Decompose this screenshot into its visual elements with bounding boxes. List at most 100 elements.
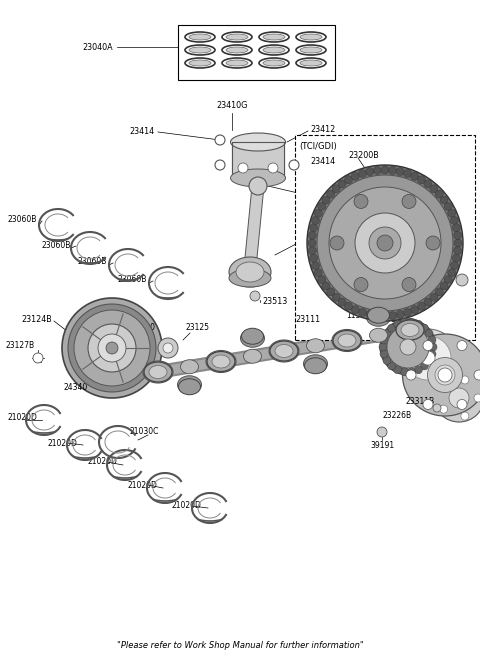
Circle shape bbox=[332, 293, 340, 302]
Circle shape bbox=[327, 288, 335, 296]
Circle shape bbox=[345, 302, 352, 310]
Ellipse shape bbox=[148, 365, 168, 379]
Circle shape bbox=[312, 216, 320, 225]
Circle shape bbox=[420, 324, 428, 332]
Circle shape bbox=[444, 202, 452, 210]
Ellipse shape bbox=[212, 355, 230, 368]
Ellipse shape bbox=[240, 329, 264, 348]
Circle shape bbox=[312, 261, 320, 269]
Text: 23124B: 23124B bbox=[21, 315, 52, 325]
Ellipse shape bbox=[270, 341, 298, 361]
Ellipse shape bbox=[149, 365, 167, 378]
Text: 39191: 39191 bbox=[370, 440, 394, 449]
Circle shape bbox=[366, 168, 374, 175]
Ellipse shape bbox=[435, 365, 455, 385]
Circle shape bbox=[435, 288, 443, 296]
Circle shape bbox=[308, 231, 316, 239]
Circle shape bbox=[408, 318, 416, 327]
Circle shape bbox=[418, 176, 425, 184]
Ellipse shape bbox=[230, 169, 286, 187]
Ellipse shape bbox=[370, 328, 387, 342]
Text: 23513: 23513 bbox=[262, 298, 287, 307]
Circle shape bbox=[414, 366, 422, 374]
Circle shape bbox=[388, 362, 396, 370]
Circle shape bbox=[454, 246, 462, 255]
Circle shape bbox=[435, 190, 443, 198]
Ellipse shape bbox=[241, 328, 264, 344]
Circle shape bbox=[380, 350, 388, 358]
Ellipse shape bbox=[296, 32, 326, 42]
Ellipse shape bbox=[229, 269, 271, 287]
Circle shape bbox=[425, 357, 433, 365]
Circle shape bbox=[329, 187, 441, 299]
Ellipse shape bbox=[296, 45, 326, 55]
Ellipse shape bbox=[179, 378, 201, 395]
Ellipse shape bbox=[401, 323, 419, 336]
Circle shape bbox=[98, 334, 126, 362]
Circle shape bbox=[314, 269, 322, 277]
Circle shape bbox=[450, 216, 458, 225]
Text: 23311A: 23311A bbox=[409, 263, 440, 273]
Circle shape bbox=[308, 246, 316, 255]
Circle shape bbox=[400, 318, 408, 327]
Circle shape bbox=[373, 311, 382, 319]
Circle shape bbox=[317, 175, 453, 311]
Ellipse shape bbox=[307, 339, 324, 353]
Text: 21020D: 21020D bbox=[8, 413, 38, 422]
Circle shape bbox=[88, 324, 136, 372]
Text: 23060B: 23060B bbox=[77, 258, 107, 267]
Circle shape bbox=[314, 210, 322, 217]
Circle shape bbox=[380, 319, 436, 375]
Circle shape bbox=[396, 168, 404, 175]
Circle shape bbox=[345, 176, 352, 184]
Text: 21020D: 21020D bbox=[47, 438, 77, 447]
Ellipse shape bbox=[178, 376, 202, 394]
Circle shape bbox=[440, 405, 448, 413]
Circle shape bbox=[454, 239, 462, 247]
Circle shape bbox=[461, 412, 469, 420]
Circle shape bbox=[330, 236, 344, 250]
Ellipse shape bbox=[259, 45, 289, 55]
Ellipse shape bbox=[303, 355, 327, 373]
Ellipse shape bbox=[189, 47, 211, 53]
Circle shape bbox=[411, 306, 419, 313]
Text: 23311B: 23311B bbox=[406, 397, 435, 407]
Circle shape bbox=[33, 353, 43, 363]
Circle shape bbox=[366, 310, 374, 319]
Circle shape bbox=[448, 269, 456, 277]
Ellipse shape bbox=[259, 32, 289, 42]
Ellipse shape bbox=[243, 350, 262, 363]
Circle shape bbox=[394, 366, 402, 374]
Circle shape bbox=[383, 357, 391, 365]
Ellipse shape bbox=[421, 351, 435, 365]
Ellipse shape bbox=[222, 58, 252, 68]
Circle shape bbox=[289, 160, 299, 170]
Ellipse shape bbox=[185, 32, 215, 42]
Circle shape bbox=[369, 227, 401, 259]
Ellipse shape bbox=[400, 323, 420, 337]
Circle shape bbox=[351, 172, 360, 180]
Ellipse shape bbox=[180, 360, 199, 374]
Text: 21020D: 21020D bbox=[172, 501, 202, 510]
Circle shape bbox=[430, 185, 438, 193]
Text: 23125: 23125 bbox=[186, 323, 210, 332]
Circle shape bbox=[414, 320, 422, 328]
Circle shape bbox=[440, 282, 448, 290]
Circle shape bbox=[318, 275, 326, 284]
Ellipse shape bbox=[143, 361, 173, 383]
Ellipse shape bbox=[428, 357, 463, 392]
Ellipse shape bbox=[275, 344, 293, 357]
Ellipse shape bbox=[189, 60, 211, 66]
Ellipse shape bbox=[368, 307, 389, 323]
Circle shape bbox=[449, 388, 469, 408]
Circle shape bbox=[389, 166, 396, 174]
Circle shape bbox=[423, 399, 433, 409]
Text: 21030C: 21030C bbox=[130, 428, 159, 436]
Circle shape bbox=[408, 368, 416, 376]
Circle shape bbox=[426, 236, 440, 250]
Circle shape bbox=[249, 177, 267, 195]
Text: 11304B: 11304B bbox=[346, 311, 375, 319]
Circle shape bbox=[379, 343, 387, 351]
Ellipse shape bbox=[226, 60, 248, 66]
Circle shape bbox=[215, 160, 225, 170]
